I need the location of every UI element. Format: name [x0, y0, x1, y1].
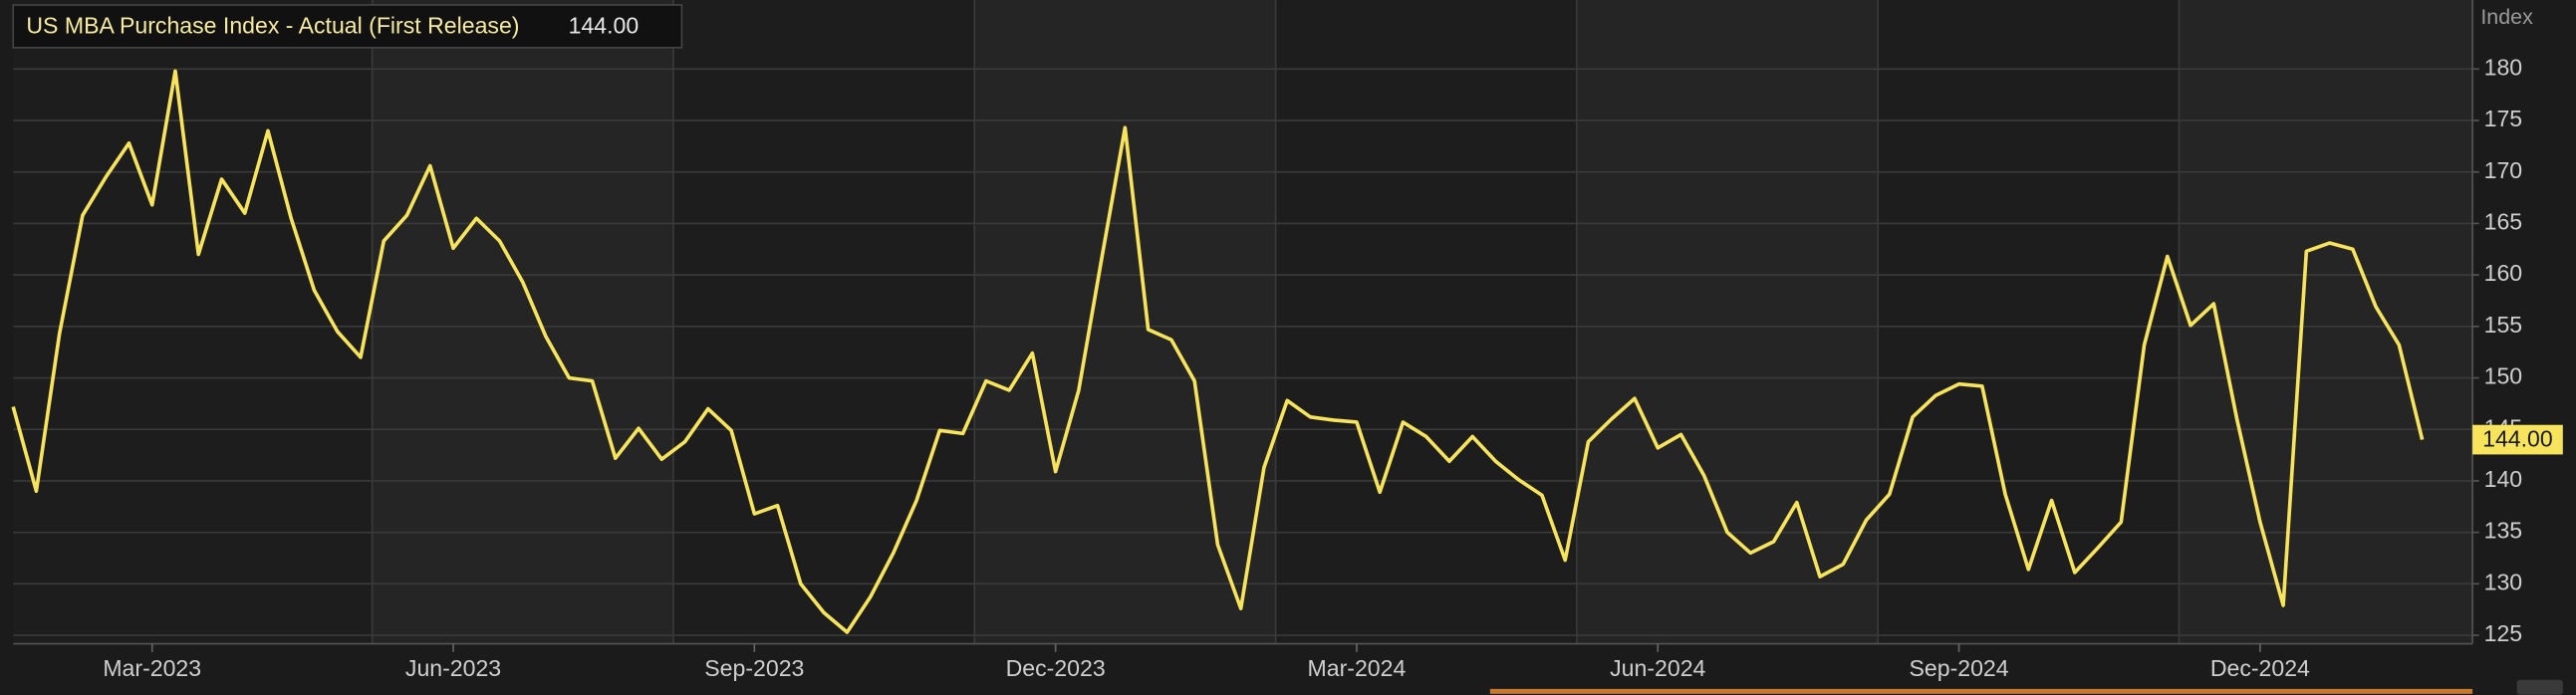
plot-band: [672, 0, 975, 644]
last-value-label: 144.00: [2482, 425, 2553, 451]
y-tick-label: 160: [2484, 260, 2523, 286]
x-tick-label: Dec-2024: [2210, 655, 2310, 681]
y-tick-label: 130: [2484, 569, 2523, 594]
y-tick-label: 140: [2484, 466, 2523, 492]
legend-value: 144.00: [569, 12, 640, 38]
plot-band: [13, 0, 373, 644]
plot-band: [2179, 0, 2473, 644]
y-tick-label: 180: [2484, 54, 2523, 80]
plot-band: [1576, 0, 1879, 644]
plot: [11, 69, 2425, 634]
x-tick-label: Jun-2023: [405, 655, 501, 681]
plot-band: [1275, 0, 1577, 644]
last-value-tag: [2472, 424, 2563, 455]
x-tick-label: Sep-2023: [704, 655, 804, 681]
y-tick-label: 165: [2484, 209, 2523, 235]
y-axis-label: Index: [2480, 5, 2533, 29]
plot-band: [974, 0, 1276, 644]
x-tick-label: Jun-2024: [1610, 655, 1705, 681]
y-tick-label: 150: [2484, 363, 2523, 389]
plot-band: [372, 0, 673, 644]
x-tick-label: Mar-2024: [1308, 655, 1407, 681]
scroll-button[interactable]: [2516, 679, 2563, 695]
plot-band: [1878, 0, 2180, 644]
y-tick-label: 135: [2484, 518, 2523, 544]
y-tick-label: 170: [2484, 157, 2523, 183]
x-tick-label: Dec-2023: [1006, 655, 1106, 681]
y-tick-label: 155: [2484, 312, 2523, 338]
legend-title: US MBA Purchase Index - Actual (First Re…: [26, 12, 519, 38]
x-tick-label: Sep-2024: [1910, 655, 2009, 681]
series-line: [11, 69, 2425, 634]
plot-bands: [13, 0, 2473, 644]
legend-box: [12, 4, 683, 49]
scrollbar[interactable]: [1489, 688, 2473, 694]
x-tick-label: Mar-2023: [103, 655, 201, 681]
y-tick-label: 125: [2484, 620, 2523, 646]
y-tick-label: 175: [2484, 106, 2523, 131]
